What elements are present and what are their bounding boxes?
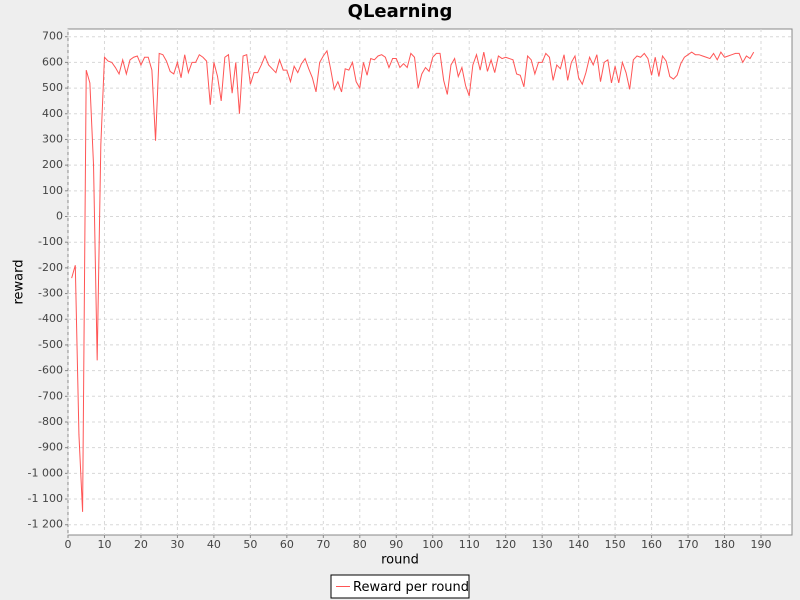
legend-box — [330, 574, 470, 599]
y-tick-label: -800 — [38, 415, 63, 428]
x-tick-label: 190 — [750, 538, 771, 551]
y-tick-label: 500 — [42, 81, 63, 94]
x-tick-label: 160 — [641, 538, 662, 551]
x-tick-label: 100 — [422, 538, 443, 551]
x-tick-label: 150 — [605, 538, 626, 551]
y-tick-label: -600 — [38, 364, 63, 377]
y-tick-label: -1 100 — [28, 492, 63, 505]
y-tick-label: -400 — [38, 312, 63, 325]
x-tick-label: 0 — [65, 538, 72, 551]
x-tick-label: 130 — [532, 538, 553, 551]
line-series — [71, 49, 755, 512]
legend-text: Reward per round — [353, 580, 469, 595]
y-tick-label: -900 — [38, 441, 63, 454]
x-tick-label: 90 — [389, 538, 403, 551]
x-tick-label: 120 — [495, 538, 516, 551]
y-axis-label: reward — [12, 259, 27, 304]
y-tick-label: 300 — [42, 132, 63, 145]
x-tick-label: 110 — [459, 538, 480, 551]
y-tick-label: 400 — [42, 107, 63, 120]
x-tick-label: 40 — [207, 538, 221, 551]
x-tick-label: 50 — [243, 538, 257, 551]
y-tick-label: -700 — [38, 389, 63, 402]
y-tick-label: 0 — [56, 210, 63, 223]
x-tick-label: 60 — [280, 538, 294, 551]
x-tick-label: 180 — [714, 538, 735, 551]
y-tick-label: -500 — [38, 338, 63, 351]
x-tick-label: 30 — [170, 538, 184, 551]
y-tick-label: 600 — [42, 55, 63, 68]
y-tick-label: -100 — [38, 235, 63, 248]
x-tick-label: 70 — [316, 538, 330, 551]
x-tick-label: 20 — [134, 538, 148, 551]
y-tick-label: 700 — [42, 30, 63, 43]
y-tick-label: 100 — [42, 184, 63, 197]
x-axis-label: round — [381, 553, 419, 568]
x-tick-label: 170 — [678, 538, 699, 551]
x-tick-label: 140 — [568, 538, 589, 551]
y-tick-label: -200 — [38, 261, 63, 274]
y-tick-label: -1 000 — [28, 466, 63, 479]
y-tick-label: -300 — [38, 287, 63, 300]
y-tick-label: 200 — [42, 158, 63, 171]
x-tick-label: 10 — [97, 538, 111, 551]
plot-area — [67, 28, 793, 536]
y-tick-label: -1 200 — [28, 518, 63, 531]
x-tick-label: 80 — [353, 538, 367, 551]
chart-title: QLearning — [348, 1, 453, 22]
